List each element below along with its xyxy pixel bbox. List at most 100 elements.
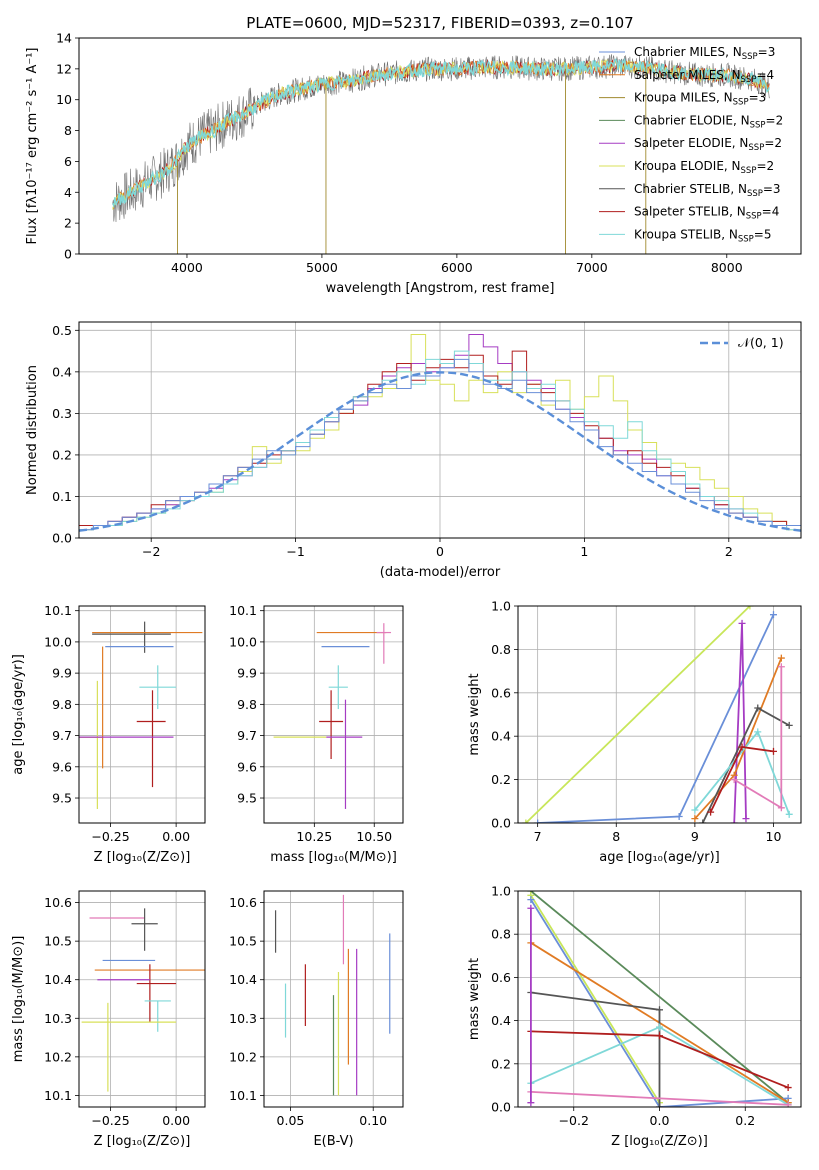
age-vs-Z-ytick-label: 9.9 [52,666,72,681]
spectrum-lines [112,54,770,254]
weight-vs-Z-marker [656,1006,663,1014]
residuals-xtick-label: 0 [436,544,444,559]
weight-vs-Z-marker [527,1099,535,1107]
weight-vs-Z-line-lime [530,894,661,1104]
weight-vs-age-marker [522,819,530,823]
weight-vs-age-series [522,606,793,823]
mass-vs-Z-ytick-label: 10.4 [44,972,72,987]
legend-entry: Salpeter STELIB, NSSP=4 [634,205,779,222]
legend-entry: Salpeter ELODIE, NSSP=2 [634,136,782,153]
age-vs-mass-point [319,690,344,759]
legend-label: Chabrier STELIB, N [634,182,747,196]
mass-vs-EBV-axes: 0.05 0.10 10.1 10.2 10.3 10.4 10.5 10.6 E(B-V) [229,891,403,1149]
legend-sub: SSP [733,98,749,108]
weight-vs-Z-axes: −0.2 0.0 0.2 0.0 0.2 0.4 0.6 0.8 1.0 Z [log₁₀(Z/Z… [467,884,801,1149]
mass-vs-Z-ytick-label: 10.2 [44,1049,72,1064]
weight-vs-age-marker [754,704,762,712]
weight-vs-age-marker [738,743,746,751]
weight-vs-age-marker [785,721,793,729]
weight-vs-age-marker [730,776,738,784]
spectrum-ylabel: Flux [fλ10⁻¹⁷ erg cm⁻² s⁻¹ A⁻¹] [25,48,40,245]
legend-value: =3 [758,45,776,59]
spectrum-frame [78,37,802,255]
mass-vs-EBV-frame [263,890,404,1108]
age-vs-Z-ytick-label: 10.1 [44,603,72,618]
weight-vs-age-ytick-label: 0.8 [491,642,511,657]
weight-vs-age-ytick-label: 1.0 [491,599,511,614]
mass-vs-EBV-points [274,894,391,1096]
mass-vs-Z-point [136,964,177,1023]
weight-vs-Z-ytick-label: 0.8 [491,927,511,942]
age-vs-Z-axes: −0.25 0.00 9.5 9.6 9.7 9.8 9.9 10.0 10.1 Z [log₁₀… [11,603,205,865]
legend-value: =2 [766,113,784,127]
weight-vs-age-marker [534,819,542,823]
weight-vs-Z-ytick-label: 0.0 [491,1100,511,1115]
age-vs-mass-point [376,623,392,664]
age-vs-mass-ytick-label: 9.6 [237,759,257,774]
residuals-ytick-label: 0.2 [52,447,72,462]
weight-vs-age-ytick-label: 0.4 [491,729,511,744]
legend-value: =4 [756,68,774,82]
weight-vs-age-marker [691,815,699,823]
age-vs-Z-ytick-label: 10.0 [44,634,72,649]
age-vs-mass-ytick-label: 10.1 [229,603,257,618]
mass-vs-Z-ytick-label: 10.3 [44,1011,72,1026]
legend-value: =4 [762,205,780,219]
weight-vs-age-xtick-label: 10 [766,829,782,844]
age-vs-Z-xlabel: Z [log₁₀(Z/Z⊙)] [94,850,191,865]
legend-sub: SSP [738,234,754,244]
age-vs-Z-ytick-label: 9.8 [52,697,72,712]
age-vs-Z-xtick-label: −0.25 [91,829,129,844]
weight-vs-Z-frame [517,890,802,1108]
mass-vs-Z-ylabel: mass [log₁₀(M/M⊙)] [11,936,26,1063]
residuals-xtick-label: −2 [142,544,160,559]
weight-vs-age-line-se [733,623,747,823]
weight-vs-age-line-pink [733,666,783,810]
legend-value: =3 [763,182,781,196]
legend-value: =3 [749,91,767,105]
spectrum-xtick-label: 5000 [306,260,338,275]
legend-entry: Salpeter MILES, NSSP=4 [634,68,774,85]
weight-vs-age-xtick-label: 8 [612,829,620,844]
mass-vs-EBV-ytick-label: 10.3 [229,1011,257,1026]
weight-vs-Z-line-pink [530,1091,789,1106]
legend-sub: SSP [741,75,757,85]
age-vs-Z-points [79,621,203,809]
weight-vs-Z-xtick-label: −0.2 [559,1113,589,1128]
mass-vs-Z-axes: −0.25 0.00 10.1 10.2 10.3 10.4 10.5 10.6 Z [log₁… [11,891,205,1149]
mass-vs-Z-point [81,1002,177,1092]
residuals-xtick-label: 2 [725,544,733,559]
legend-sub: SSP [748,143,764,153]
mass-vs-EBV-ytick-label: 10.5 [229,934,257,949]
spectrum-ytick-label: 10 [56,92,72,107]
histogram-cm [79,358,801,538]
legend-sub: SSP [741,166,757,176]
weight-vs-age-marker [730,819,738,823]
age-vs-mass-point [326,699,363,809]
weight-vs-Z-marker [784,1101,792,1107]
mass-vs-Z-frame [78,890,206,1108]
age-vs-mass-axes: 10.25 10.50 9.5 9.6 9.7 9.8 9.9 10.0 10.1 mass [l… [229,603,403,865]
age-vs-mass-ytick-label: 10.0 [229,634,257,649]
model-spectrum-ks [112,57,770,209]
spectrum-title: PLATE=0600, MJD=52317, FIBERID=0393, z=0… [246,14,633,32]
weight-vs-age-frame [517,605,802,824]
mass-vs-Z-xtick-label: 0.00 [162,1113,190,1128]
weight-vs-age-marker [777,663,785,671]
mass-vs-Z-ytick-label: 10.1 [44,1088,72,1103]
weight-vs-age-ylabel: mass weight [467,673,482,755]
weight-vs-age-ytick-label: 0.2 [491,772,511,787]
mass-vs-Z-point [131,908,158,951]
residuals-ytick-label: 0.5 [52,323,72,338]
residuals-frame [78,321,802,539]
legend-entry: Chabrier ELODIE, NSSP=2 [634,113,783,130]
residuals-xtick-label: −1 [286,544,304,559]
age-vs-Z-point [92,621,171,653]
residuals-ytick-label: 0.1 [52,489,72,504]
legend-entry: Kroupa ELODIE, NSSP=2 [634,159,774,176]
weight-vs-Z-ytick-label: 0.4 [491,1013,511,1028]
age-vs-mass-xtick-label: 10.25 [296,829,332,844]
weight-vs-Z-marker [656,1103,663,1107]
legend-value: =2 [756,159,774,173]
weight-vs-age-xlabel: age [log₁₀(age/yr)] [599,850,720,865]
